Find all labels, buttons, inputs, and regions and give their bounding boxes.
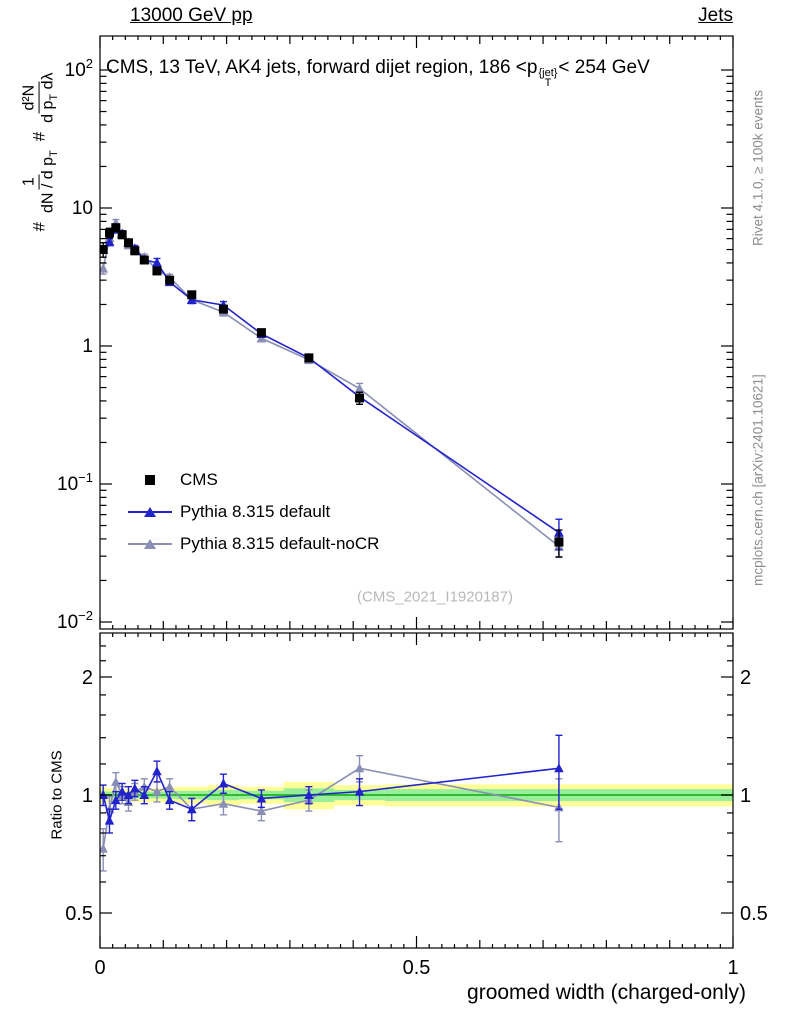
ylabel-fraction-2: d²N d pT dλ <box>20 72 60 123</box>
beam-energy-label: 13000 GeV pp <box>130 5 253 26</box>
rivet-version-note: Rivet 4.1.0, ≥ 100k events <box>750 90 766 246</box>
svg-text:10: 10 <box>72 198 93 219</box>
legend-label-cms: CMS <box>180 470 218 489</box>
y-axis-label: # 1 dN / d pT # d²N d pT dλ <box>20 72 60 232</box>
mcplots-citation-note: mcplots.cern.ch [arXiv:2401.10621] <box>750 374 766 586</box>
legend: CMS Pythia 8.315 default Pythia 8.315 de… <box>128 464 379 560</box>
ratio-axis-label: Ratio to CMS <box>48 750 66 840</box>
svg-text:10−1: 10−1 <box>57 470 93 495</box>
ylabel-hash-2: # <box>30 131 49 142</box>
analysis-id-watermark: (CMS_2021_I1920187) <box>357 588 513 606</box>
ratio-panel-series <box>100 734 564 872</box>
svg-text:1: 1 <box>727 957 738 979</box>
svg-text:0: 0 <box>94 957 105 979</box>
series-pythia-default-ratio <box>100 734 564 834</box>
pt-subscript: T <box>544 77 552 89</box>
svg-text:0.5: 0.5 <box>65 903 93 925</box>
svg-text:1: 1 <box>82 785 93 807</box>
svg-text:10−2: 10−2 <box>57 608 93 633</box>
svg-text:1: 1 <box>82 336 93 357</box>
legend-label-pythia-nocr: Pythia 8.315 default-noCR <box>180 534 380 553</box>
svg-text:0.5: 0.5 <box>403 957 431 979</box>
pt-jet-subsup: {jet} T <box>538 67 558 89</box>
legend-item-pythia-nocr: Pythia 8.315 default-noCR <box>128 528 379 560</box>
svg-text:0.5: 0.5 <box>740 903 768 925</box>
panel-title: CMS, 13 TeV, AK4 jets, forward dijet reg… <box>106 57 650 89</box>
svg-text:1: 1 <box>740 785 751 807</box>
legend-item-cms: CMS <box>128 464 379 496</box>
pt-superscript: {jet} <box>538 67 558 79</box>
cms-square-marker-icon <box>128 473 172 487</box>
svg-text:102: 102 <box>65 56 93 81</box>
ylabel-hash-1: # <box>30 222 49 232</box>
tick-labels: 102 10 1 10−1 10−2 2 2 1 1 0.5 0.5 0 0.5 1 <box>57 56 768 979</box>
pythia-default-line-marker-icon <box>128 505 172 519</box>
x-axis-label: groomed width (charged-only) <box>467 981 746 1004</box>
ylabel-fraction-1: 1 dN / d pT <box>20 150 60 214</box>
legend-item-pythia-default: Pythia 8.315 default <box>128 496 379 528</box>
main-panel-series <box>100 217 564 559</box>
pythia-nocr-line-marker-icon <box>128 537 172 551</box>
ratio-uncertainty-bands <box>100 781 733 810</box>
panel-title-suffix: < 254 GeV <box>558 57 650 78</box>
svg-text:2: 2 <box>740 667 751 689</box>
series-pythia-nocr-ratio <box>100 754 564 872</box>
axes <box>99 35 734 949</box>
process-label: Jets <box>698 5 733 26</box>
panel-title-prefix: CMS, 13 TeV, AK4 jets, forward dijet reg… <box>106 57 538 78</box>
svg-text:2: 2 <box>82 667 93 689</box>
legend-label-pythia-default: Pythia 8.315 default <box>180 502 331 521</box>
